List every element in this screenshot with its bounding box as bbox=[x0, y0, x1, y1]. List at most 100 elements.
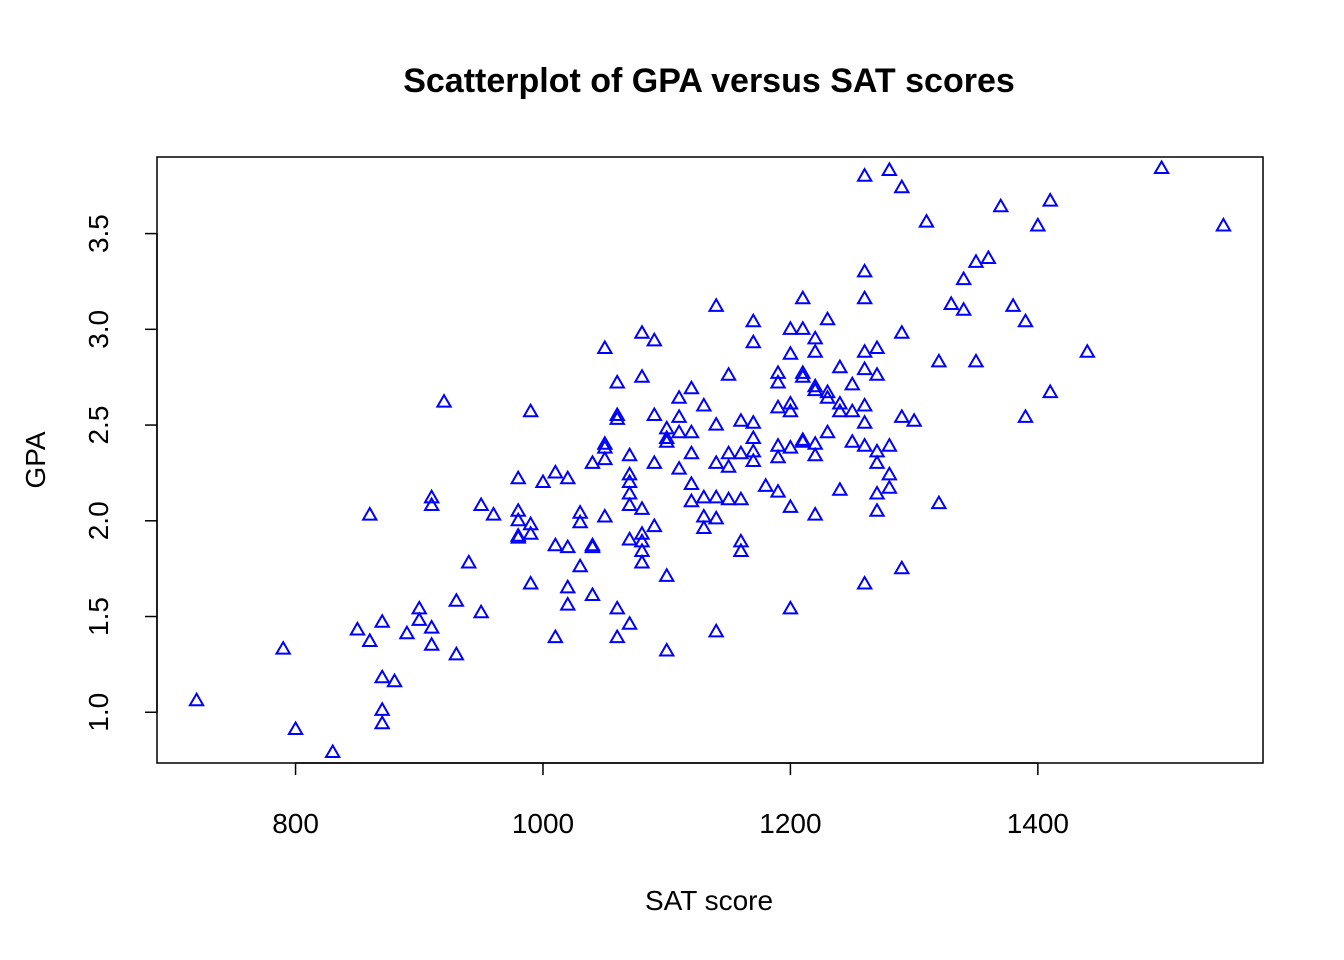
data-point bbox=[1215, 216, 1232, 232]
data-point bbox=[695, 396, 713, 412]
data-point bbox=[794, 320, 812, 335]
y-axis-label: GPA bbox=[20, 431, 51, 488]
data-point bbox=[831, 481, 849, 496]
data-point bbox=[621, 496, 638, 511]
data-point bbox=[683, 379, 700, 395]
data-point bbox=[274, 640, 292, 655]
data-point bbox=[707, 622, 725, 638]
data-point bbox=[782, 395, 799, 410]
data-point bbox=[287, 720, 304, 735]
data-point bbox=[769, 448, 787, 464]
data-point bbox=[658, 433, 676, 448]
y-tick-label: 2.5 bbox=[83, 406, 114, 445]
data-point bbox=[880, 437, 898, 452]
data-point bbox=[794, 368, 812, 383]
data-point bbox=[509, 469, 527, 485]
data-point bbox=[546, 536, 564, 552]
data-point bbox=[522, 525, 540, 540]
data-point bbox=[720, 458, 737, 473]
y-axis: 1.0 1.5 2.0 2.5 3.0 3.5 bbox=[83, 214, 158, 732]
data-point bbox=[435, 393, 453, 408]
data-point bbox=[720, 444, 737, 460]
data-point bbox=[509, 528, 527, 544]
data-point bbox=[683, 492, 700, 508]
data-point bbox=[1041, 191, 1059, 207]
data-point bbox=[423, 496, 441, 511]
data-point bbox=[423, 636, 441, 651]
data-point bbox=[596, 450, 614, 466]
data-point bbox=[1017, 312, 1034, 328]
y-tick-label: 1.0 bbox=[83, 693, 114, 732]
x-tick-label: 1400 bbox=[1007, 808, 1069, 839]
data-point bbox=[410, 599, 428, 615]
data-point bbox=[608, 628, 626, 644]
data-point bbox=[608, 406, 626, 421]
data-point bbox=[707, 488, 725, 504]
data-point bbox=[596, 435, 614, 450]
data-point bbox=[769, 398, 787, 414]
data-point bbox=[571, 513, 589, 529]
data-point bbox=[893, 324, 911, 339]
data-point bbox=[645, 454, 663, 469]
data-point bbox=[658, 429, 676, 444]
data-point bbox=[782, 345, 799, 360]
data-point bbox=[868, 454, 886, 469]
data-point bbox=[670, 423, 688, 439]
data-point bbox=[447, 645, 465, 661]
data-point bbox=[769, 373, 787, 389]
data-point bbox=[522, 402, 540, 418]
data-point bbox=[584, 586, 601, 601]
data-point bbox=[794, 289, 812, 305]
data-point bbox=[596, 339, 614, 354]
data-point bbox=[744, 312, 762, 328]
data-point bbox=[683, 423, 700, 439]
data-point bbox=[955, 301, 973, 316]
data-point bbox=[794, 364, 812, 379]
data-point bbox=[868, 485, 886, 500]
data-point bbox=[893, 408, 911, 423]
data-point bbox=[856, 396, 874, 412]
data-point bbox=[658, 642, 676, 657]
data-point bbox=[918, 213, 935, 228]
data-point bbox=[608, 599, 626, 615]
data-point bbox=[819, 389, 836, 404]
data-point bbox=[695, 488, 713, 504]
data-point bbox=[819, 423, 836, 439]
data-point bbox=[373, 714, 391, 730]
data-point bbox=[806, 329, 824, 345]
data-point bbox=[880, 465, 898, 481]
data-point bbox=[782, 599, 799, 615]
data-point bbox=[707, 509, 725, 525]
data-point bbox=[460, 553, 478, 569]
data-point bbox=[447, 592, 465, 607]
data-point bbox=[720, 490, 737, 506]
data-point bbox=[831, 402, 849, 418]
data-point bbox=[373, 613, 391, 628]
data-point bbox=[571, 557, 589, 573]
data-point bbox=[806, 505, 824, 521]
data-point bbox=[856, 167, 874, 182]
data-point bbox=[868, 339, 886, 354]
data-point bbox=[361, 632, 379, 647]
data-point bbox=[856, 289, 874, 305]
x-tick-label: 800 bbox=[272, 808, 319, 839]
plot-frame bbox=[156, 156, 1264, 764]
data-point bbox=[1041, 383, 1059, 399]
data-point bbox=[621, 530, 638, 546]
data-point bbox=[732, 490, 750, 506]
chart-title: Scatterplot of GPA versus SAT scores bbox=[403, 62, 1015, 100]
data-point bbox=[472, 496, 490, 511]
data-point bbox=[744, 414, 762, 429]
data-point bbox=[645, 331, 663, 347]
data-point bbox=[831, 395, 849, 410]
y-tick-label: 1.5 bbox=[83, 597, 114, 636]
data-point bbox=[423, 488, 441, 504]
data-point bbox=[782, 438, 799, 454]
data-point bbox=[1153, 159, 1170, 174]
data-point bbox=[633, 368, 651, 383]
data-point bbox=[485, 505, 502, 521]
data-point bbox=[621, 446, 638, 462]
data-point bbox=[188, 691, 205, 707]
x-tick-label: 1200 bbox=[759, 808, 821, 839]
